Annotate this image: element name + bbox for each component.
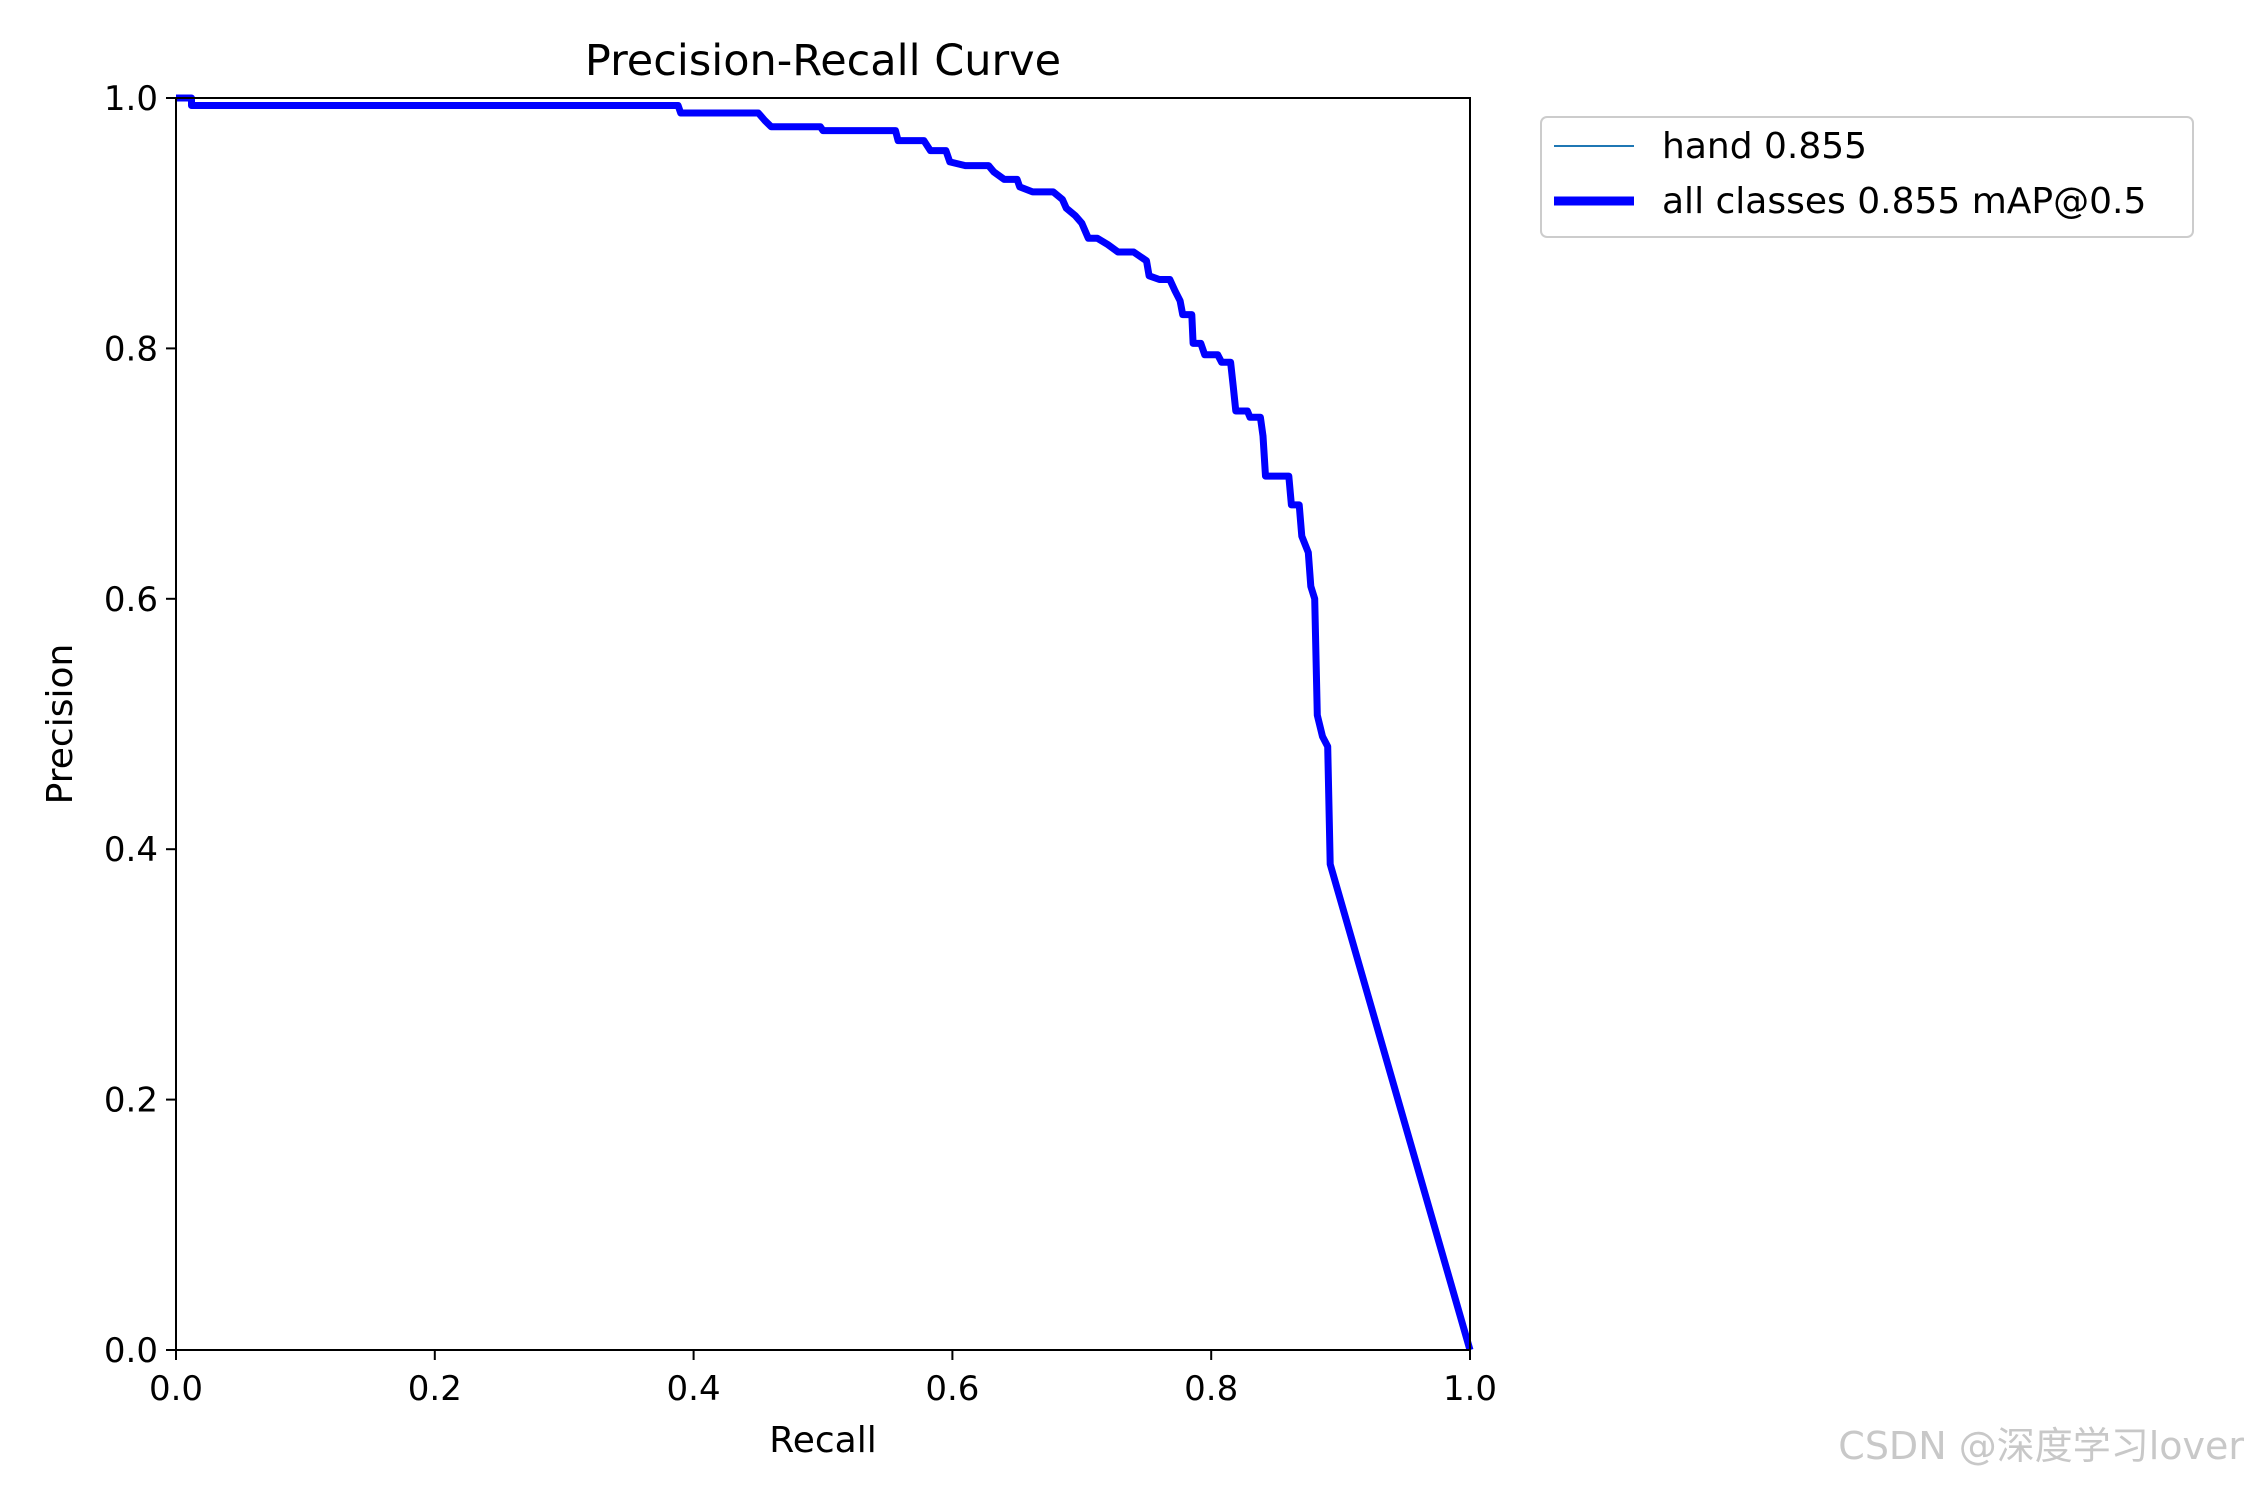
x-tick-label: 0.6 (925, 1369, 979, 1409)
y-tick-label: 0.6 (104, 580, 158, 620)
series-line-all-classes (176, 94, 1474, 1351)
y-tick-label: 0.0 (104, 1331, 158, 1371)
plot-area (176, 94, 1474, 1351)
x-tick-label: 0.2 (408, 1369, 462, 1409)
x-tick-label: 0.0 (149, 1369, 203, 1409)
x-tick-label: 0.4 (667, 1369, 721, 1409)
x-tick-label: 1.0 (1443, 1369, 1497, 1409)
y-axis-label: Precision (40, 644, 81, 805)
y-tick-label: 1.0 (104, 79, 158, 119)
y-tick-label: 0.4 (104, 830, 158, 870)
legend-label-all-classes: all classes 0.855 mAP@0.5 (1662, 181, 2146, 222)
y-tick-label: 0.8 (104, 329, 158, 369)
series-line-hand (176, 97, 1471, 1351)
legend: hand 0.855 all classes 0.855 mAP@0.5 (1540, 116, 2194, 238)
legend-frame (1540, 116, 2194, 238)
chart-title: Precision-Recall Curve (585, 36, 1061, 86)
x-axis: 0.0 0.2 0.4 0.6 0.8 1.0 (149, 1350, 1497, 1409)
x-axis-label: Recall (769, 1420, 876, 1461)
plot-frame (175, 97, 1471, 1351)
y-tick-label: 0.2 (104, 1081, 158, 1121)
watermark: CSDN @深度学习lover (1838, 1424, 2244, 1468)
x-tick-label: 0.8 (1184, 1369, 1238, 1409)
legend-label-hand: hand 0.855 (1662, 126, 1867, 167)
y-axis: 0.0 0.2 0.4 0.6 0.8 1.0 (104, 79, 176, 1371)
